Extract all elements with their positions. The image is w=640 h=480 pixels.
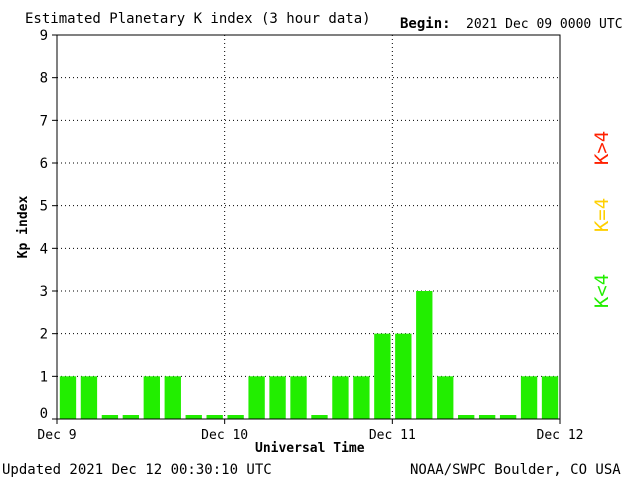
kp-bar — [164, 376, 181, 419]
kp-bar — [101, 415, 119, 419]
kp-bar — [185, 415, 202, 419]
x-tick-label: Dec 9 — [37, 428, 76, 443]
legend-k-less-4: K<4 — [591, 274, 613, 308]
kp-bar — [311, 415, 328, 419]
y-axis-label: Kp index — [16, 196, 31, 259]
kp-bar — [374, 333, 391, 419]
x-tick-label: Dec 11 — [369, 428, 416, 443]
legend-k-equal-4: K=4 — [591, 198, 613, 232]
y-tick-label: 2 — [40, 327, 48, 343]
begin-value: 2021 Dec 09 0000 UTC — [466, 17, 623, 32]
x-axis-label: Universal Time — [255, 441, 365, 456]
begin-label: Begin: — [400, 16, 451, 32]
grid-lines — [57, 35, 560, 419]
plot-frame — [56, 34, 561, 420]
kp-bar — [332, 376, 349, 419]
kp-bar — [478, 415, 496, 419]
updated-timestamp: Updated 2021 Dec 12 00:30:10 UTC — [2, 462, 272, 478]
kp-bar — [227, 415, 244, 419]
kp-bar — [541, 376, 559, 419]
kp-bar — [80, 376, 98, 419]
kp-bar — [395, 333, 412, 419]
chart-title: Estimated Planetary K index (3 hour data… — [25, 11, 371, 27]
legend-k-greater-4: K>4 — [591, 131, 613, 165]
kp-bar — [59, 376, 77, 419]
kp-bar — [499, 415, 517, 419]
y-tick-label: 1 — [40, 369, 48, 385]
kp-bar — [290, 376, 307, 419]
y-tick-label: 8 — [40, 71, 48, 87]
y-tick-label: 5 — [40, 199, 48, 215]
y-tick-label: 7 — [40, 113, 48, 129]
kp-bar — [458, 415, 475, 419]
kp-bar — [143, 376, 160, 419]
kp-bar — [206, 415, 223, 419]
y-tick-label: 3 — [40, 284, 48, 300]
kp-bar — [122, 415, 140, 419]
y-tick-label: 9 — [40, 28, 48, 44]
y-tick-label: 4 — [40, 241, 48, 257]
x-tick-labels: Dec 9 Dec 10 Dec 11 Dec 12 — [37, 419, 583, 443]
y-tick-label: 0 — [40, 406, 48, 422]
kp-bar — [248, 376, 265, 419]
y-tick-labels: 0 1 2 3 4 5 6 7 8 9 — [40, 28, 57, 422]
kp-bar — [437, 376, 454, 419]
y-tick-label: 6 — [40, 156, 48, 172]
kp-bar — [353, 376, 370, 419]
bars — [59, 291, 559, 419]
x-tick-label: Dec 10 — [201, 428, 248, 443]
kp-bar — [416, 291, 433, 419]
kp-bar — [269, 376, 286, 419]
kp-bar — [520, 376, 538, 419]
x-tick-label: Dec 12 — [537, 428, 584, 443]
credit-text: NOAA/SWPC Boulder, CO USA — [410, 462, 621, 478]
